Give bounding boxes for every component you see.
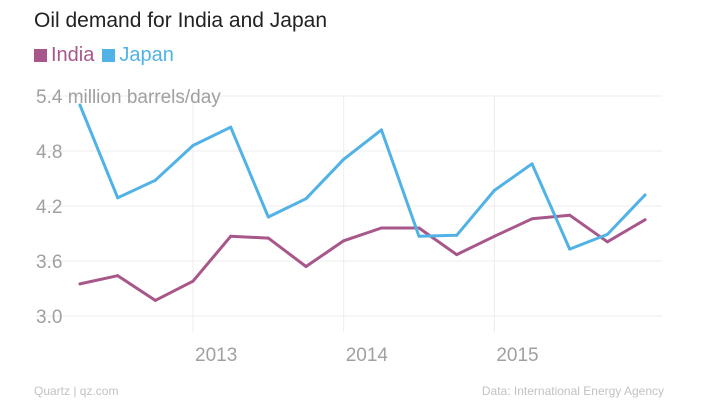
x-tick-label-2015: 2015 bbox=[496, 345, 538, 366]
data-point-japan-2 bbox=[153, 178, 157, 182]
data-point-japan-12 bbox=[530, 162, 534, 166]
data-point-india-7 bbox=[342, 239, 346, 243]
data-point-japan-10 bbox=[455, 233, 459, 237]
data-point-japan-11 bbox=[492, 188, 496, 192]
data-point-japan-0 bbox=[78, 103, 82, 107]
y-tick-label-5.4: 5.4 million barrels/day bbox=[36, 87, 221, 108]
data-point-india-15 bbox=[643, 218, 647, 222]
legend-item-india: India bbox=[34, 44, 94, 67]
data-point-india-4 bbox=[229, 234, 233, 238]
legend-label-japan: Japan bbox=[119, 44, 174, 66]
data-point-india-13 bbox=[568, 213, 572, 217]
data-point-india-3 bbox=[191, 279, 195, 283]
y-tick-label-4.2: 4.2 bbox=[36, 197, 62, 218]
data-point-japan-9 bbox=[417, 234, 421, 238]
data-point-japan-15 bbox=[643, 193, 647, 197]
data-point-japan-7 bbox=[342, 157, 346, 161]
data-point-india-2 bbox=[153, 298, 157, 302]
footer-source-right: Data: International Energy Agency bbox=[481, 384, 664, 398]
legend-item-japan: Japan bbox=[102, 44, 174, 67]
y-tick-label-4.8: 4.8 bbox=[36, 142, 62, 163]
data-point-japan-6 bbox=[304, 197, 308, 201]
x-tick-label-2014: 2014 bbox=[346, 345, 389, 366]
legend-swatch-india bbox=[34, 49, 47, 62]
data-point-india-11 bbox=[492, 234, 496, 238]
data-point-india-8 bbox=[379, 226, 383, 230]
y-tick-label-3.6: 3.6 bbox=[36, 252, 62, 273]
data-point-japan-3 bbox=[191, 144, 195, 147]
data-point-india-6 bbox=[304, 265, 308, 268]
data-point-india-5 bbox=[266, 236, 270, 240]
data-point-india-10 bbox=[455, 253, 459, 257]
y-tick-label-3.0: 3.0 bbox=[36, 307, 62, 328]
data-point-india-12 bbox=[530, 217, 534, 221]
data-point-india-9 bbox=[417, 226, 421, 230]
data-point-japan-13 bbox=[568, 247, 572, 251]
legend-label-india: India bbox=[51, 44, 95, 66]
chart-legend: India Japan bbox=[34, 44, 182, 67]
x-tick-label-2013: 2013 bbox=[195, 345, 237, 366]
footer-source-left: Quartz | qz.com bbox=[34, 384, 119, 398]
data-point-japan-14 bbox=[605, 232, 609, 236]
data-point-india-0 bbox=[78, 282, 82, 286]
legend-swatch-japan bbox=[102, 49, 116, 62]
data-point-japan-4 bbox=[229, 125, 233, 129]
data-point-india-1 bbox=[116, 274, 120, 278]
data-point-japan-8 bbox=[379, 128, 383, 132]
series-line-japan bbox=[78, 103, 647, 251]
data-point-japan-1 bbox=[116, 196, 120, 200]
data-point-india-14 bbox=[605, 240, 609, 244]
chart-title: Oil demand for India and Japan bbox=[34, 9, 328, 32]
series-line-india bbox=[78, 213, 647, 302]
data-point-japan-5 bbox=[266, 215, 270, 219]
